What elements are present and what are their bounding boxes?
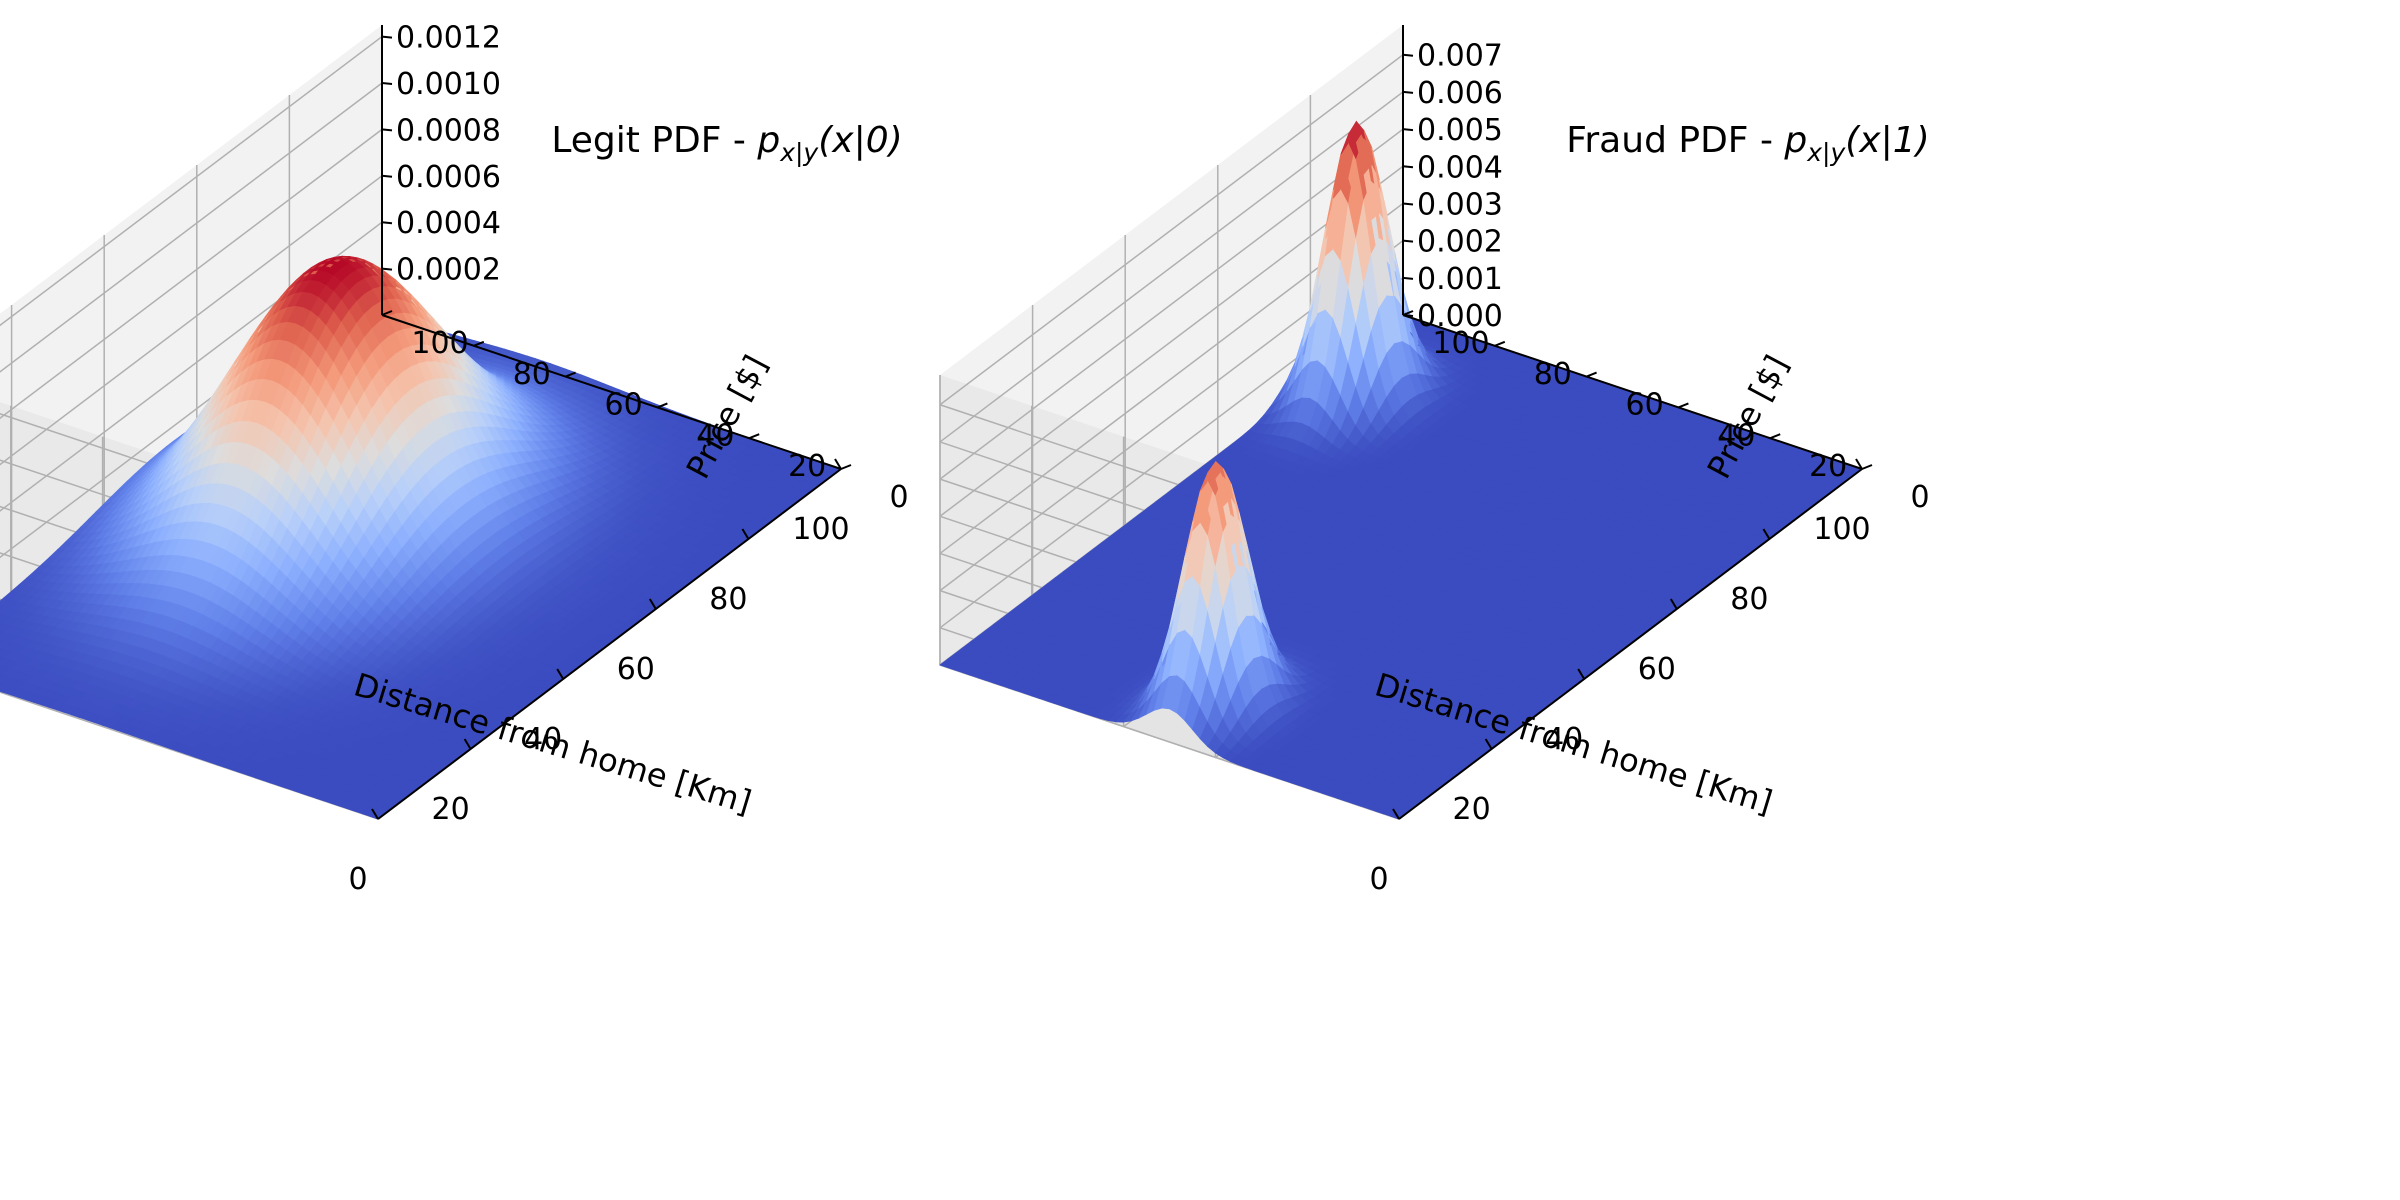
y-tick-label: 100	[411, 326, 468, 361]
x-tick-label: 0	[348, 862, 367, 897]
z-tick	[381, 221, 393, 225]
legit-surface	[0, 255, 842, 820]
legit-plot-title: Legit PDF - px|y(x|0)	[551, 120, 902, 167]
grid-line	[0, 128, 383, 420]
grid-line	[0, 82, 383, 373]
z-tick-label: 0.0004	[396, 206, 501, 241]
y-tick-label: 80	[513, 357, 551, 392]
grid-line	[0, 36, 383, 327]
grid-line	[0, 175, 383, 466]
y-tick-label: 20	[788, 449, 826, 484]
x-tick-label: 60	[617, 652, 655, 687]
z-tick	[381, 174, 393, 178]
z-tick	[381, 82, 393, 85]
x-tick-label: 100	[792, 512, 849, 547]
z-tick	[381, 267, 393, 271]
z-tick-label: 0.0010	[396, 67, 501, 102]
z-tick-label: 0.0002	[396, 253, 501, 288]
z-tick-label: 0.0012	[396, 21, 501, 56]
legit-pdf-plot: Legit PDF - px|y(x|0) 020406080100020406…	[0, 21, 909, 897]
z-tick-label: 0.0008	[396, 113, 501, 148]
x-tick-label: 20	[432, 792, 470, 827]
x-tick-label: 80	[709, 582, 747, 617]
z-tick	[381, 35, 393, 39]
z-tick-label: 0.0006	[396, 160, 501, 195]
fraud-plot-title: Fraud PDF - px|y(x|1)	[1566, 120, 1929, 167]
y-tick-label: 60	[605, 388, 643, 423]
z-tick	[381, 128, 393, 132]
y-tick-label: 0	[889, 480, 908, 515]
